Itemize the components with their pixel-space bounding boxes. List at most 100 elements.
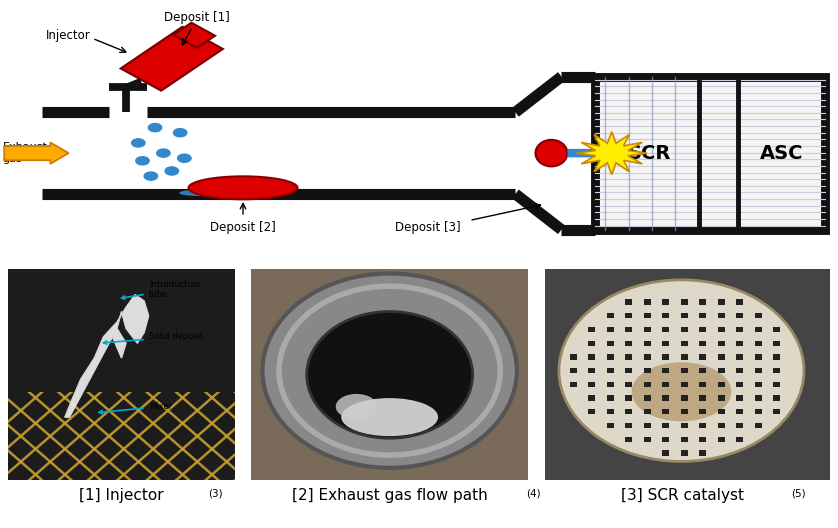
Bar — [737, 423, 743, 428]
Bar — [755, 341, 762, 346]
FancyArrow shape — [568, 148, 608, 158]
Bar — [755, 313, 762, 318]
Bar — [662, 423, 670, 428]
Bar — [718, 395, 725, 401]
Bar — [644, 368, 651, 373]
Bar — [662, 382, 670, 387]
Ellipse shape — [535, 140, 567, 166]
Bar — [680, 299, 688, 305]
Ellipse shape — [189, 176, 297, 199]
Text: Introduction
tube: Introduction tube — [122, 280, 199, 299]
Polygon shape — [173, 23, 215, 48]
Bar — [607, 423, 613, 428]
Text: (3): (3) — [208, 488, 222, 498]
Bar — [737, 299, 743, 305]
Bar — [625, 354, 633, 360]
Bar — [662, 313, 670, 318]
Bar — [773, 341, 780, 346]
Bar — [662, 368, 670, 373]
Text: Deposit [1]: Deposit [1] — [164, 12, 230, 24]
Bar — [773, 368, 780, 373]
Bar — [680, 368, 688, 373]
Circle shape — [157, 149, 170, 157]
Bar — [699, 299, 706, 305]
Bar — [718, 437, 725, 442]
Bar — [625, 395, 633, 401]
Bar — [718, 327, 725, 332]
Circle shape — [144, 172, 158, 180]
Bar — [588, 354, 595, 360]
Bar — [625, 341, 633, 346]
Bar — [662, 327, 670, 332]
Bar — [644, 423, 651, 428]
Bar — [595, 77, 825, 230]
Text: Solid deposit: Solid deposit — [104, 332, 203, 344]
Bar — [755, 395, 762, 401]
Bar — [737, 437, 743, 442]
Bar — [662, 409, 670, 414]
Bar — [588, 382, 595, 387]
Bar — [644, 395, 651, 401]
Text: (5): (5) — [791, 488, 805, 498]
Bar — [644, 327, 651, 332]
Bar — [625, 299, 633, 305]
Text: SCR: SCR — [628, 144, 671, 163]
Bar — [662, 299, 670, 305]
Bar — [625, 437, 633, 442]
Bar — [773, 409, 780, 414]
Text: Deposit [3]: Deposit [3] — [395, 221, 460, 233]
Bar — [680, 354, 688, 360]
Bar — [570, 382, 577, 387]
Text: [1] Injector: [1] Injector — [80, 488, 163, 503]
Bar — [755, 382, 762, 387]
Bar — [773, 354, 780, 360]
Ellipse shape — [341, 398, 438, 436]
Bar — [644, 299, 651, 305]
Text: Mixer: Mixer — [99, 402, 172, 414]
Bar — [737, 313, 743, 318]
Polygon shape — [121, 27, 223, 91]
Bar — [755, 327, 762, 332]
Bar — [644, 382, 651, 387]
Bar — [718, 299, 725, 305]
Bar — [625, 409, 633, 414]
Bar — [699, 423, 706, 428]
Bar — [680, 341, 688, 346]
Bar — [662, 395, 670, 401]
Circle shape — [178, 154, 191, 162]
Bar — [570, 368, 577, 373]
Bar — [607, 395, 613, 401]
Bar — [699, 327, 706, 332]
Bar — [588, 409, 595, 414]
Bar — [699, 450, 706, 456]
Bar — [699, 395, 706, 401]
Circle shape — [559, 280, 804, 461]
Bar — [588, 368, 595, 373]
Bar — [662, 450, 670, 456]
Bar — [8, 269, 235, 392]
Bar — [588, 341, 595, 346]
Bar — [718, 423, 725, 428]
Bar — [607, 354, 613, 360]
Circle shape — [262, 274, 517, 468]
Bar — [755, 409, 762, 414]
Bar — [625, 313, 633, 318]
Bar — [680, 382, 688, 387]
Bar — [625, 423, 633, 428]
Bar — [680, 409, 688, 414]
Bar — [718, 368, 725, 373]
Bar — [625, 368, 633, 373]
Polygon shape — [65, 295, 148, 417]
Bar — [737, 382, 743, 387]
Bar — [699, 382, 706, 387]
Bar — [718, 409, 725, 414]
Bar — [607, 313, 613, 318]
Ellipse shape — [180, 191, 230, 195]
Bar — [644, 313, 651, 318]
Bar — [644, 354, 651, 360]
Bar — [737, 409, 743, 414]
Text: (4): (4) — [526, 488, 541, 498]
Polygon shape — [577, 131, 647, 175]
Circle shape — [148, 124, 162, 131]
Bar — [644, 341, 651, 346]
